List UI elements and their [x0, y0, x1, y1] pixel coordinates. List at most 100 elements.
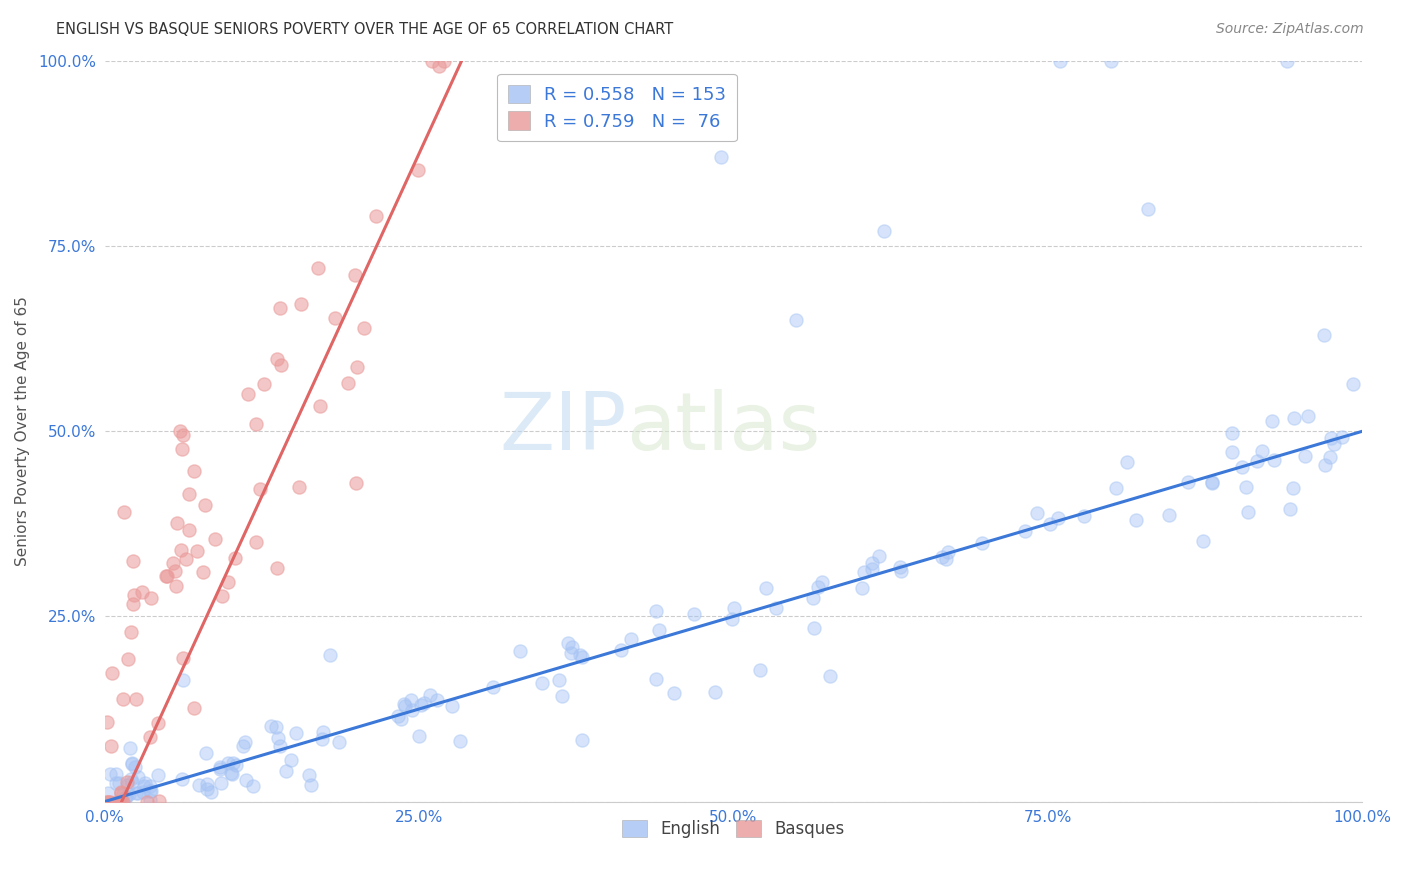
Point: [146, 716, 169, 731]
Point: [200, 785, 222, 799]
Point: [110, 785, 132, 799]
Point: [117, 652, 139, 666]
Point: [1294, 449, 1316, 463]
Point: [146, 767, 169, 781]
Point: [138, 730, 160, 744]
Point: [755, 581, 778, 595]
Point: [568, 648, 591, 663]
Point: [125, 692, 148, 706]
Point: [105, 795, 128, 809]
Point: [392, 697, 415, 711]
Point: [108, 775, 131, 789]
Point: [127, 786, 149, 800]
Point: [1282, 481, 1305, 495]
Point: [1313, 328, 1336, 343]
Point: [236, 386, 259, 401]
Point: [560, 646, 582, 660]
Point: [134, 775, 156, 789]
Point: [117, 778, 139, 792]
Text: ZIP: ZIP: [499, 389, 627, 467]
Point: [299, 778, 322, 792]
Point: [409, 698, 432, 712]
Point: [209, 776, 232, 790]
Point: [1125, 513, 1147, 527]
Point: [710, 150, 733, 164]
Point: [1263, 453, 1285, 467]
Point: [1232, 459, 1254, 474]
Point: [118, 787, 141, 801]
Point: [1237, 505, 1260, 519]
Point: [183, 464, 205, 478]
Point: [353, 321, 375, 335]
Point: [115, 775, 138, 789]
Point: [112, 787, 135, 801]
Point: [172, 428, 194, 442]
Point: [644, 604, 666, 618]
Point: [170, 772, 193, 787]
Point: [648, 623, 671, 637]
Point: [177, 523, 200, 537]
Point: [191, 565, 214, 579]
Point: [1296, 409, 1319, 423]
Point: [889, 560, 911, 574]
Point: [96, 795, 118, 809]
Point: [98, 795, 121, 809]
Point: [165, 564, 187, 578]
Point: [134, 779, 156, 793]
Y-axis label: Seniors Poverty Over the Age of 65: Seniors Poverty Over the Age of 65: [15, 296, 30, 566]
Point: [242, 779, 264, 793]
Point: [803, 621, 825, 635]
Point: [312, 725, 335, 739]
Point: [387, 709, 409, 723]
Point: [547, 673, 569, 687]
Point: [723, 601, 745, 615]
Point: [682, 607, 704, 622]
Point: [610, 643, 633, 657]
Point: [111, 795, 134, 809]
Point: [346, 360, 368, 375]
Point: [122, 589, 145, 603]
Point: [266, 561, 288, 575]
Point: [1234, 480, 1257, 494]
Point: [100, 766, 122, 780]
Point: [1026, 507, 1049, 521]
Point: [1330, 430, 1353, 444]
Point: [266, 352, 288, 367]
Point: [1201, 475, 1223, 489]
Point: [1319, 450, 1341, 464]
Point: [166, 516, 188, 531]
Point: [935, 552, 957, 566]
Point: [208, 760, 231, 774]
Point: [114, 505, 136, 519]
Point: [105, 776, 128, 790]
Point: [366, 209, 388, 223]
Point: [245, 535, 267, 549]
Point: [1279, 502, 1302, 516]
Point: [328, 735, 350, 749]
Point: [1246, 453, 1268, 467]
Point: [127, 770, 149, 784]
Point: [135, 795, 157, 809]
Point: [482, 680, 505, 694]
Point: [195, 777, 218, 791]
Text: Source: ZipAtlas.com: Source: ZipAtlas.com: [1216, 22, 1364, 37]
Point: [174, 552, 197, 566]
Point: [252, 376, 274, 391]
Point: [120, 625, 142, 640]
Point: [662, 685, 685, 699]
Point: [426, 693, 449, 707]
Point: [419, 688, 441, 702]
Point: [433, 54, 456, 69]
Point: [561, 640, 583, 654]
Point: [1137, 202, 1160, 217]
Point: [208, 762, 231, 776]
Point: [260, 719, 283, 733]
Point: [1073, 508, 1095, 523]
Point: [389, 712, 412, 726]
Point: [266, 720, 288, 734]
Point: [441, 699, 464, 714]
Text: atlas: atlas: [627, 389, 821, 467]
Point: [156, 568, 179, 582]
Point: [114, 791, 136, 805]
Point: [509, 644, 531, 658]
